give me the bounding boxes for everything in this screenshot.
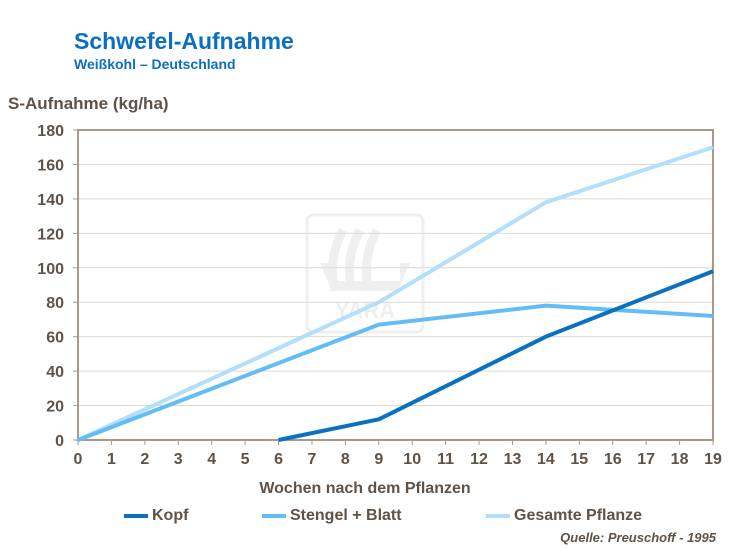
x-tick-label: 15 — [570, 451, 588, 468]
x-tick-label: 6 — [274, 451, 283, 468]
x-tick-label: 19 — [704, 451, 722, 468]
x-tick-label: 2 — [140, 451, 149, 468]
y-tick-label: 40 — [46, 364, 64, 381]
x-tick-label: 9 — [374, 451, 383, 468]
x-tick-label: 1 — [107, 451, 116, 468]
x-tick-label: 14 — [537, 451, 555, 468]
series-line-stengel-blatt — [77, 303, 714, 442]
y-tick-label: 180 — [37, 123, 64, 140]
chart-subtitle: Weißkohl – Deutschland — [74, 56, 236, 72]
x-tick-label: 17 — [637, 451, 655, 468]
y-axis-label: S-Aufnahme (kg/ha) — [8, 94, 169, 113]
x-axis-label: Wochen nach dem Pflanzen — [259, 480, 471, 497]
legend-item-kopf: Kopf — [124, 507, 188, 525]
legend-swatch — [262, 514, 286, 518]
x-tick-label: 8 — [341, 451, 350, 468]
series-line-gesamte-pflanze — [77, 145, 714, 442]
chart-title: Schwefel-Aufnahme — [74, 28, 294, 54]
legend-label: Gesamte Pflanze — [514, 507, 643, 524]
x-tick-label: 18 — [671, 451, 689, 468]
x-tick-label: 11 — [437, 451, 454, 468]
y-tick-label: 160 — [37, 157, 64, 174]
watermark-shape — [320, 263, 410, 291]
legend-swatch — [124, 514, 148, 518]
x-tick-label: 0 — [74, 451, 83, 468]
x-tick-label: 4 — [207, 451, 216, 468]
x-tick-label: 12 — [470, 451, 488, 468]
y-tick-label: 60 — [46, 330, 64, 347]
y-tick-label: 120 — [37, 226, 64, 243]
legend-item-gesamte: Gesamte Pflanze — [486, 507, 642, 525]
y-tick-label: 100 — [37, 261, 64, 278]
x-tick-label: 10 — [403, 451, 421, 468]
legend-item-stengel: Stengel + Blatt — [262, 507, 402, 525]
legend-label: Stengel + Blatt — [290, 507, 402, 524]
series-line-kopf — [278, 269, 714, 442]
legend-swatch — [486, 514, 510, 518]
y-tick-label: 0 — [55, 433, 64, 450]
y-tick-label: 140 — [37, 192, 64, 209]
x-tick-label: 13 — [504, 451, 522, 468]
x-tick-label: 16 — [604, 451, 622, 468]
legend-label: Kopf — [152, 507, 189, 524]
y-tick-label: 20 — [46, 399, 64, 416]
yara-logo-watermark: YARA — [305, 213, 425, 334]
y-tick-label: 80 — [46, 295, 64, 312]
x-tick-label: 3 — [174, 451, 183, 468]
x-tick-label: 5 — [241, 451, 250, 468]
plot-area-border — [77, 129, 714, 441]
x-tick-label: 7 — [307, 451, 316, 468]
source-note: Quelle: Preuschoff - 1995 — [560, 530, 716, 545]
